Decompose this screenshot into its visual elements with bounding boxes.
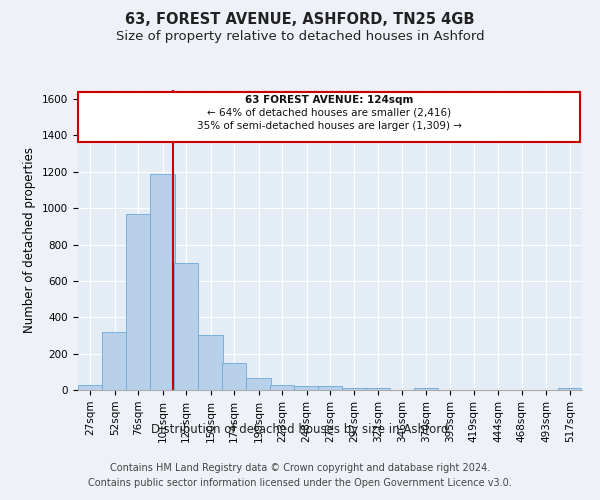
Bar [247, 378, 271, 390]
Text: 63 FOREST AVENUE: 124sqm: 63 FOREST AVENUE: 124sqm [245, 95, 413, 105]
Text: Size of property relative to detached houses in Ashford: Size of property relative to detached ho… [116, 30, 484, 43]
Text: 63, FOREST AVENUE, ASHFORD, TN25 4GB: 63, FOREST AVENUE, ASHFORD, TN25 4GB [125, 12, 475, 28]
Text: 35% of semi-detached houses are larger (1,309) →: 35% of semi-detached houses are larger (… [197, 120, 461, 130]
Bar [222, 362, 247, 390]
Text: ← 64% of detached houses are smaller (2,416): ← 64% of detached houses are smaller (2,… [207, 108, 451, 118]
Bar [557, 388, 582, 390]
Bar [342, 388, 367, 390]
Bar [126, 214, 151, 390]
Text: Distribution of detached houses by size in Ashford: Distribution of detached houses by size … [151, 422, 449, 436]
Bar [318, 386, 342, 390]
Bar [103, 332, 127, 390]
Bar [366, 388, 390, 390]
Bar [78, 92, 580, 142]
Bar [199, 336, 223, 390]
Y-axis label: Number of detached properties: Number of detached properties [23, 147, 37, 333]
Bar [78, 384, 103, 390]
Bar [174, 262, 199, 390]
Bar [151, 174, 175, 390]
Bar [413, 388, 438, 390]
Bar [294, 386, 319, 390]
Bar [270, 384, 294, 390]
Text: Contains HM Land Registry data © Crown copyright and database right 2024.
Contai: Contains HM Land Registry data © Crown c… [88, 462, 512, 487]
